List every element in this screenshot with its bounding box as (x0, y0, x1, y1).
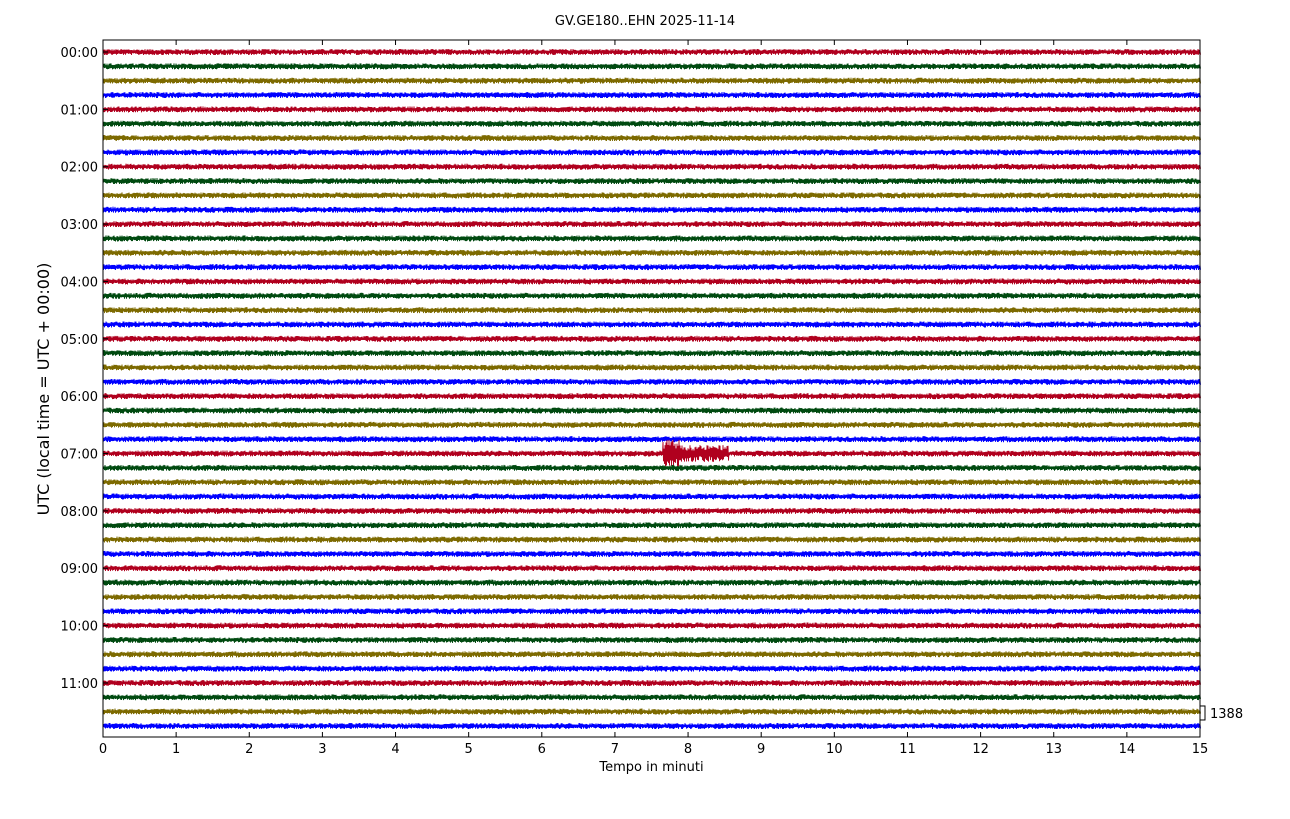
trace-line (102, 292, 1201, 299)
trace-line (102, 536, 1201, 543)
y-tick-label: 01:00 (61, 103, 98, 118)
trace-line (102, 321, 1201, 328)
trace-line (102, 436, 1201, 443)
x-tick-label: 7 (611, 742, 619, 757)
trace-line (102, 77, 1201, 84)
x-tick-label: 3 (318, 742, 326, 757)
x-tick-label: 14 (1119, 742, 1136, 757)
trace-line (102, 278, 1201, 285)
x-tick-label: 12 (972, 742, 989, 757)
y-tick-label: 04:00 (61, 275, 98, 290)
trace-line (102, 221, 1201, 228)
y-tick-label: 05:00 (61, 333, 98, 348)
x-tick-label: 0 (99, 742, 107, 757)
y-tick-label: 08:00 (61, 505, 98, 520)
traces-group (102, 48, 1201, 730)
trace-line (102, 464, 1201, 471)
scale-bar: 1388 (1199, 705, 1243, 722)
trace-line (102, 350, 1201, 357)
y-axis: 00:00 01:00 02:00 03:00 04:00 05:00 06:00 07:00… (61, 46, 108, 692)
y-tick-label: 02:00 (61, 161, 98, 176)
trace-line (102, 479, 1201, 486)
y-tick-label: 11:00 (61, 677, 98, 692)
trace-line (102, 335, 1201, 342)
plot-frame (102, 39, 1201, 738)
trace-line (102, 593, 1201, 600)
scale-label: 1388 (1210, 707, 1243, 722)
trace-line (102, 439, 1201, 468)
trace-line (102, 507, 1201, 514)
trace-line (102, 178, 1201, 185)
trace-line (102, 579, 1201, 586)
trace-line (102, 550, 1201, 557)
trace-line (102, 378, 1201, 385)
trace-line (102, 393, 1201, 400)
trace-line (102, 421, 1201, 428)
y-tick-label: 03:00 (61, 218, 98, 233)
trace-line (102, 149, 1201, 156)
x-tick-label: 1 (172, 742, 180, 757)
trace-line (102, 679, 1201, 687)
trace-line (102, 694, 1201, 701)
x-tick-label: 9 (757, 742, 765, 757)
y-tick-label: 00:00 (61, 46, 98, 61)
x-tick-label: 5 (465, 742, 473, 757)
y-tick-label: 07:00 (61, 448, 98, 463)
trace-line (102, 163, 1201, 170)
x-axis-label: Tempo in minuti (598, 760, 703, 775)
trace-line (102, 364, 1201, 371)
x-tick-label: 6 (538, 742, 546, 757)
trace-line (102, 264, 1201, 271)
x-tick-label: 11 (899, 742, 916, 757)
x-tick-label: 15 (1192, 742, 1209, 757)
trace-line (102, 120, 1201, 127)
trace-line (102, 651, 1201, 658)
trace-line (102, 608, 1201, 615)
trace-line (102, 206, 1201, 213)
trace-line (102, 106, 1201, 113)
x-tick-label: 4 (391, 742, 399, 757)
trace-line (102, 192, 1201, 199)
trace-line (102, 91, 1201, 99)
trace-line (102, 48, 1201, 56)
trace-line (102, 134, 1201, 142)
trace-line (102, 307, 1201, 314)
trace-line (102, 708, 1201, 715)
chart-title: GV.GE180..EHN 2025-11-14 (555, 14, 735, 29)
trace-line (102, 722, 1201, 730)
trace-line (102, 249, 1201, 256)
y-tick-label: 06:00 (61, 390, 98, 405)
trace-line (102, 622, 1201, 629)
trace-line (102, 407, 1201, 414)
trace-line (102, 636, 1201, 643)
y-tick-label: 10:00 (61, 620, 98, 635)
x-tick-label: 10 (826, 742, 843, 757)
y-tick-label: 09:00 (61, 562, 98, 577)
trace-line (102, 565, 1201, 572)
x-tick-label: 8 (684, 742, 692, 757)
scale-bar-rect (1199, 705, 1206, 721)
x-axis: 0 1 2 3 4 5 6 7 8 9 10 11 12 13 14 15 (99, 40, 1208, 757)
trace-line (102, 522, 1201, 529)
x-tick-label: 13 (1045, 742, 1062, 757)
y-axis-label: UTC (local time = UTC + 00:00) (34, 263, 53, 516)
trace-line (102, 235, 1201, 242)
trace-line (102, 665, 1201, 672)
x-tick-label: 2 (245, 742, 253, 757)
trace-line (102, 493, 1201, 500)
trace-line (102, 63, 1201, 70)
